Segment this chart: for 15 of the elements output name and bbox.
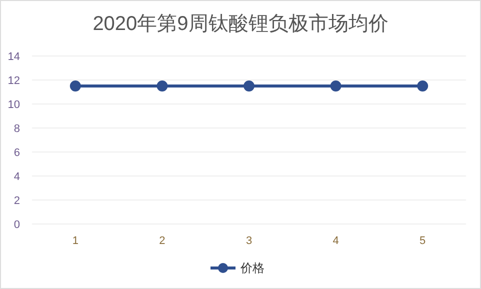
- x-tick-label: 1: [72, 235, 78, 247]
- x-tick-label: 4: [332, 235, 339, 247]
- y-tick-label: 2: [14, 195, 20, 207]
- y-tick-label: 14: [8, 51, 20, 63]
- y-tick-label: 8: [14, 123, 20, 135]
- y-tick-label: 4: [14, 171, 20, 183]
- chart-title: 2020年第9周钛酸锂负极市场均价: [92, 13, 388, 35]
- x-tick-label: 5: [420, 235, 426, 247]
- x-tick-label: 2: [159, 235, 166, 247]
- y-tick-label: 6: [14, 147, 20, 159]
- legend-label: 价格: [240, 261, 264, 275]
- y-tick-label: 10: [8, 99, 20, 111]
- y-tick-label: 12: [8, 75, 20, 87]
- y-tick-label: 0: [14, 219, 20, 231]
- x-tick-label: 3: [246, 235, 252, 247]
